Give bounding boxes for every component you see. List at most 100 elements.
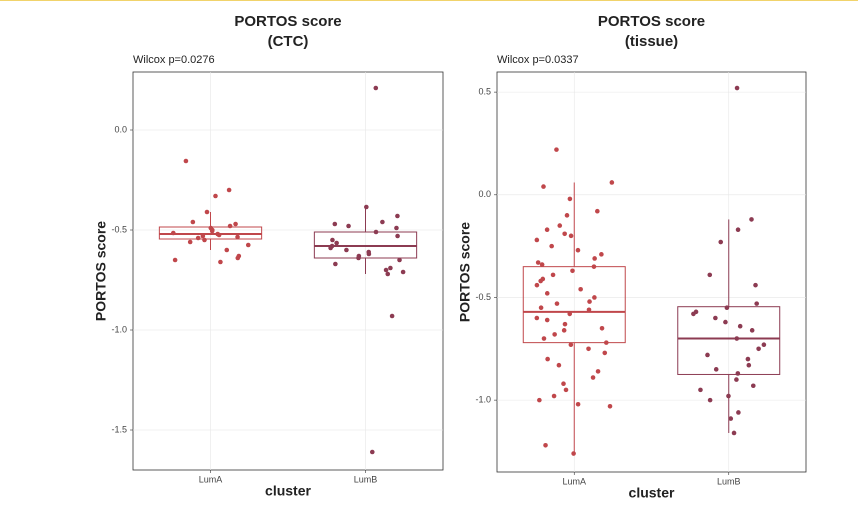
chart-subtitle: (CTC) bbox=[268, 33, 309, 50]
point bbox=[389, 313, 395, 319]
point bbox=[713, 315, 718, 321]
point bbox=[750, 383, 756, 389]
point bbox=[330, 237, 335, 243]
y-tick-label: 0.5 bbox=[478, 86, 491, 96]
point bbox=[562, 321, 568, 327]
point bbox=[537, 397, 542, 403]
point bbox=[571, 451, 576, 456]
point bbox=[356, 255, 361, 261]
y-axis-title: PORTOS score bbox=[93, 221, 109, 321]
point bbox=[544, 291, 550, 296]
point bbox=[735, 371, 741, 376]
point bbox=[204, 209, 210, 215]
point bbox=[563, 387, 569, 393]
x-tick-label: LumB bbox=[717, 476, 741, 486]
point bbox=[539, 262, 545, 267]
point bbox=[233, 221, 238, 227]
point bbox=[224, 247, 230, 253]
point bbox=[218, 259, 223, 265]
point bbox=[534, 282, 540, 288]
point bbox=[544, 317, 550, 323]
point bbox=[541, 184, 546, 189]
plot-panel bbox=[132, 71, 444, 471]
point bbox=[737, 323, 743, 329]
point bbox=[187, 239, 193, 245]
point bbox=[734, 85, 740, 91]
point bbox=[761, 342, 767, 347]
point bbox=[592, 295, 597, 300]
point bbox=[332, 221, 338, 227]
point bbox=[557, 223, 563, 228]
point bbox=[202, 237, 207, 243]
y-tick-label: -1.0 bbox=[111, 324, 127, 334]
point bbox=[554, 147, 559, 152]
point bbox=[200, 233, 206, 239]
point bbox=[590, 375, 596, 380]
point bbox=[195, 235, 201, 241]
point bbox=[397, 257, 402, 263]
panel: PORTOS score (tissue) Wilcox p=0.0337 0.5 0.… bbox=[457, 13, 807, 501]
point bbox=[235, 234, 240, 240]
point bbox=[183, 158, 189, 164]
point bbox=[586, 307, 592, 313]
point bbox=[723, 319, 728, 325]
point bbox=[698, 387, 703, 393]
point bbox=[328, 245, 333, 251]
y-tick-label: 0.0 bbox=[478, 189, 491, 199]
point bbox=[364, 204, 369, 210]
point bbox=[749, 328, 755, 333]
point bbox=[713, 367, 719, 372]
point bbox=[724, 305, 730, 311]
point bbox=[609, 180, 615, 185]
point bbox=[535, 260, 541, 265]
point bbox=[599, 252, 604, 257]
point bbox=[344, 247, 349, 253]
point bbox=[602, 350, 608, 356]
point bbox=[561, 381, 566, 387]
point bbox=[568, 233, 574, 239]
point bbox=[595, 369, 601, 374]
point bbox=[567, 196, 573, 202]
point bbox=[373, 85, 379, 91]
point bbox=[595, 208, 600, 214]
point bbox=[575, 401, 581, 407]
point bbox=[552, 332, 557, 337]
x-axis-title: cluster bbox=[265, 483, 311, 499]
point bbox=[746, 362, 752, 368]
point bbox=[568, 342, 574, 347]
point bbox=[190, 219, 196, 225]
point bbox=[567, 311, 573, 317]
point bbox=[592, 256, 597, 261]
point bbox=[534, 315, 540, 321]
point bbox=[216, 232, 222, 238]
y-tick-label: -1.5 bbox=[111, 424, 127, 434]
point bbox=[334, 240, 339, 246]
point bbox=[170, 230, 176, 236]
y-tick-label: -0.5 bbox=[111, 224, 127, 234]
point bbox=[562, 231, 567, 237]
point bbox=[333, 261, 338, 267]
point bbox=[543, 443, 548, 448]
x-tick-label: LumB bbox=[354, 474, 378, 484]
point bbox=[756, 346, 761, 352]
point bbox=[549, 243, 554, 249]
point bbox=[551, 393, 557, 399]
point bbox=[554, 301, 560, 306]
point bbox=[575, 247, 581, 253]
point bbox=[735, 227, 741, 233]
y-axis-title: PORTOS score bbox=[457, 222, 473, 322]
point bbox=[400, 269, 406, 275]
point bbox=[550, 272, 556, 278]
point bbox=[383, 267, 389, 273]
point bbox=[707, 272, 713, 278]
point bbox=[380, 219, 385, 225]
panel: PORTOS score (CTC) Wilcox p=0.0276 0.0 -0.5 -… bbox=[93, 13, 444, 499]
point bbox=[541, 336, 547, 341]
point bbox=[561, 328, 567, 333]
chart-subtitle: (tissue) bbox=[625, 33, 678, 50]
point bbox=[346, 223, 351, 229]
point bbox=[691, 311, 696, 317]
point bbox=[736, 410, 741, 415]
point bbox=[749, 217, 754, 222]
